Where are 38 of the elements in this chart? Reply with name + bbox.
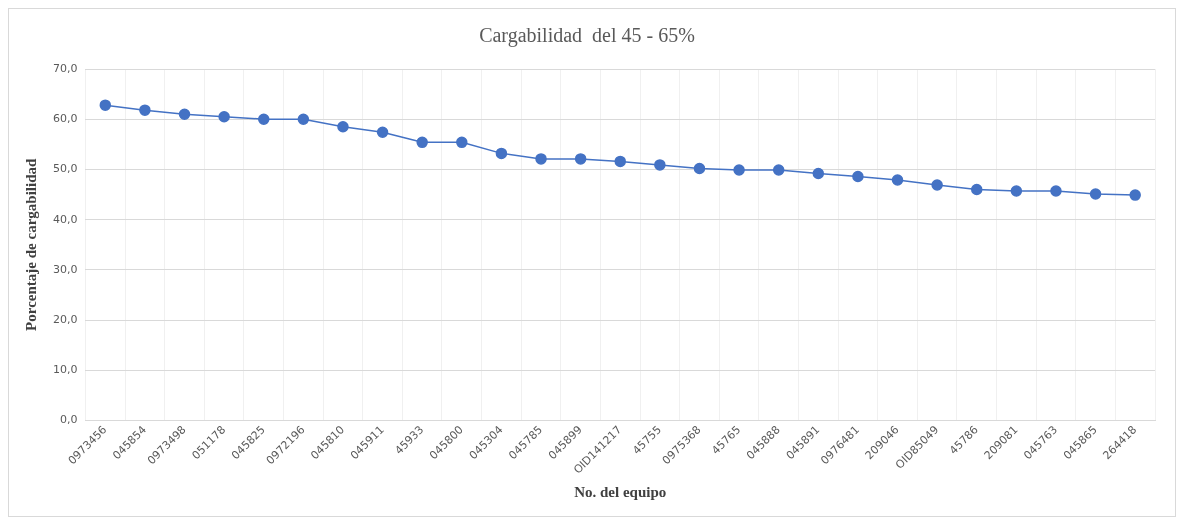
y-tick-label: 20,0 xyxy=(52,312,78,326)
point xyxy=(178,108,191,120)
point xyxy=(297,113,310,125)
point xyxy=(376,126,389,139)
point xyxy=(1089,188,1102,200)
point xyxy=(733,164,745,176)
y-tick-label: 50,0 xyxy=(52,162,78,176)
point xyxy=(812,167,825,180)
y-tick-label: 40,0 xyxy=(52,212,78,226)
point xyxy=(1050,185,1062,197)
point xyxy=(614,155,626,168)
point xyxy=(772,164,785,176)
point xyxy=(654,159,666,171)
y-tick-label: 30,0 xyxy=(52,262,78,276)
point xyxy=(416,136,428,149)
point xyxy=(218,110,230,123)
point xyxy=(456,136,468,149)
y-tick-label: 60,0 xyxy=(52,112,78,126)
point xyxy=(1129,189,1141,201)
point xyxy=(139,104,151,116)
point xyxy=(257,113,270,125)
point xyxy=(891,174,904,186)
x-axis-title: No. del equipo xyxy=(574,483,667,500)
point xyxy=(337,121,349,133)
point xyxy=(495,147,508,160)
point xyxy=(99,99,112,111)
y-tick-label: 0,0 xyxy=(59,413,78,427)
y-axis-title: Porcentaje de cargabilidad xyxy=(22,158,39,331)
y-tick-label: 10,0 xyxy=(52,363,78,377)
chart-title: Cargabilidad del 45 - 65% xyxy=(479,24,695,48)
point xyxy=(931,179,943,191)
point xyxy=(693,162,706,175)
point xyxy=(535,153,547,165)
point xyxy=(574,153,587,165)
y-tick-label: 70,0 xyxy=(52,61,78,75)
point xyxy=(1010,185,1023,197)
point xyxy=(971,183,983,196)
point xyxy=(852,170,864,183)
